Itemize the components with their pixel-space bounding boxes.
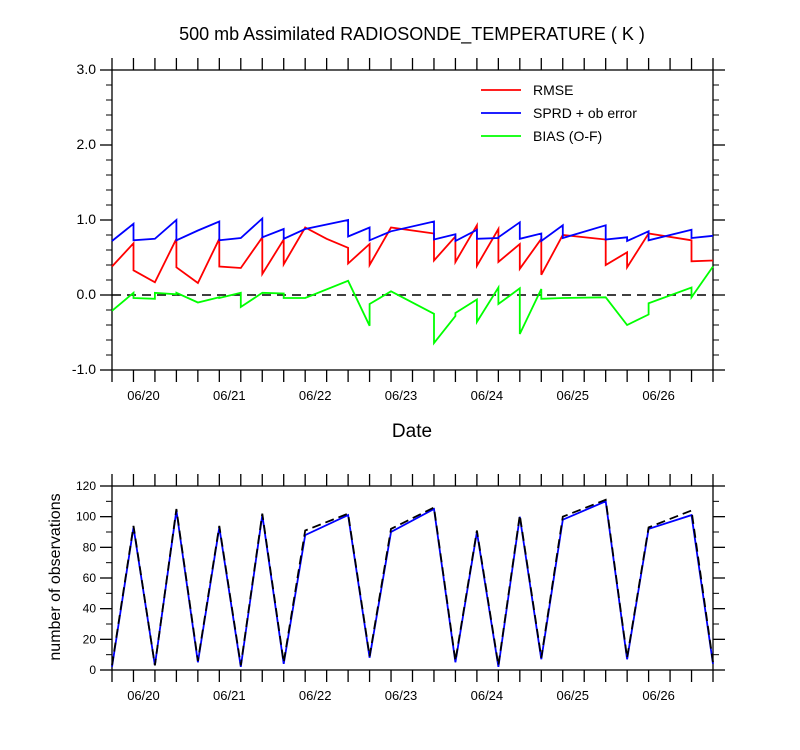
top-series-line-0	[111, 221, 714, 285]
top-y-tick-label: -1.0	[72, 361, 96, 377]
bottom-y-tick-label: 20	[83, 632, 97, 646]
top-y-tick-label: 3.0	[77, 61, 97, 77]
top-x-tick-label: 06/23	[385, 388, 418, 403]
legend-label-0: RMSE	[533, 82, 573, 98]
bottom-x-tick-label: 06/21	[213, 688, 246, 703]
bottom-series-line-1	[111, 498, 714, 666]
bottom-series-line-0	[111, 500, 714, 668]
top-x-tick-label: 06/20	[127, 388, 160, 403]
y-axis-label-observations: number of observations	[47, 493, 64, 660]
legend-label-2: BIAS (O-F)	[533, 128, 602, 144]
bottom-x-tick-label: 06/23	[385, 688, 418, 703]
legend-label-1: SPRD + ob error	[533, 105, 637, 121]
top-x-tick-label: 06/24	[471, 388, 504, 403]
top-x-tick-label: 06/25	[556, 388, 589, 403]
chart-title: 500 mb Assimilated RADIOSONDE_TEMPERATUR…	[179, 24, 645, 45]
bottom-x-tick-label: 06/24	[471, 688, 504, 703]
bottom-y-tick-label: 120	[76, 479, 96, 493]
top-y-tick-label: 2.0	[77, 136, 97, 152]
bottom-x-tick-label: 06/25	[556, 688, 589, 703]
top-chart-plot: -1.0 0.0 1.0 2.0 3.0 06/20 06/21 06/22 06/23 06/2…	[72, 58, 725, 403]
bottom-chart-plot: 0 20 40 60 80 100 120 06/20 06/21 06/22 06/23 06/24…	[76, 474, 725, 703]
bottom-x-tick-label: 06/22	[299, 688, 332, 703]
top-y-tick-label: 0.0	[77, 286, 97, 302]
top-series-line-2	[111, 265, 714, 346]
bottom-x-tick-label: 06/20	[127, 688, 160, 703]
bottom-y-tick-label: 40	[83, 602, 97, 616]
x-axis-label: Date	[392, 421, 432, 442]
top-x-tick-label: 06/26	[642, 388, 675, 403]
bottom-y-tick-label: 100	[76, 510, 96, 524]
top-series-line-1	[111, 216, 714, 243]
top-y-tick-label: 1.0	[77, 211, 97, 227]
bottom-y-tick-label: 80	[83, 540, 97, 554]
bottom-y-tick-label: 0	[89, 663, 96, 677]
bottom-x-tick-label: 06/26	[642, 688, 675, 703]
top-x-tick-label: 06/21	[213, 388, 246, 403]
bottom-y-tick-label: 60	[83, 571, 97, 585]
bottom-frame	[111, 485, 714, 671]
top-x-tick-label: 06/22	[299, 388, 332, 403]
